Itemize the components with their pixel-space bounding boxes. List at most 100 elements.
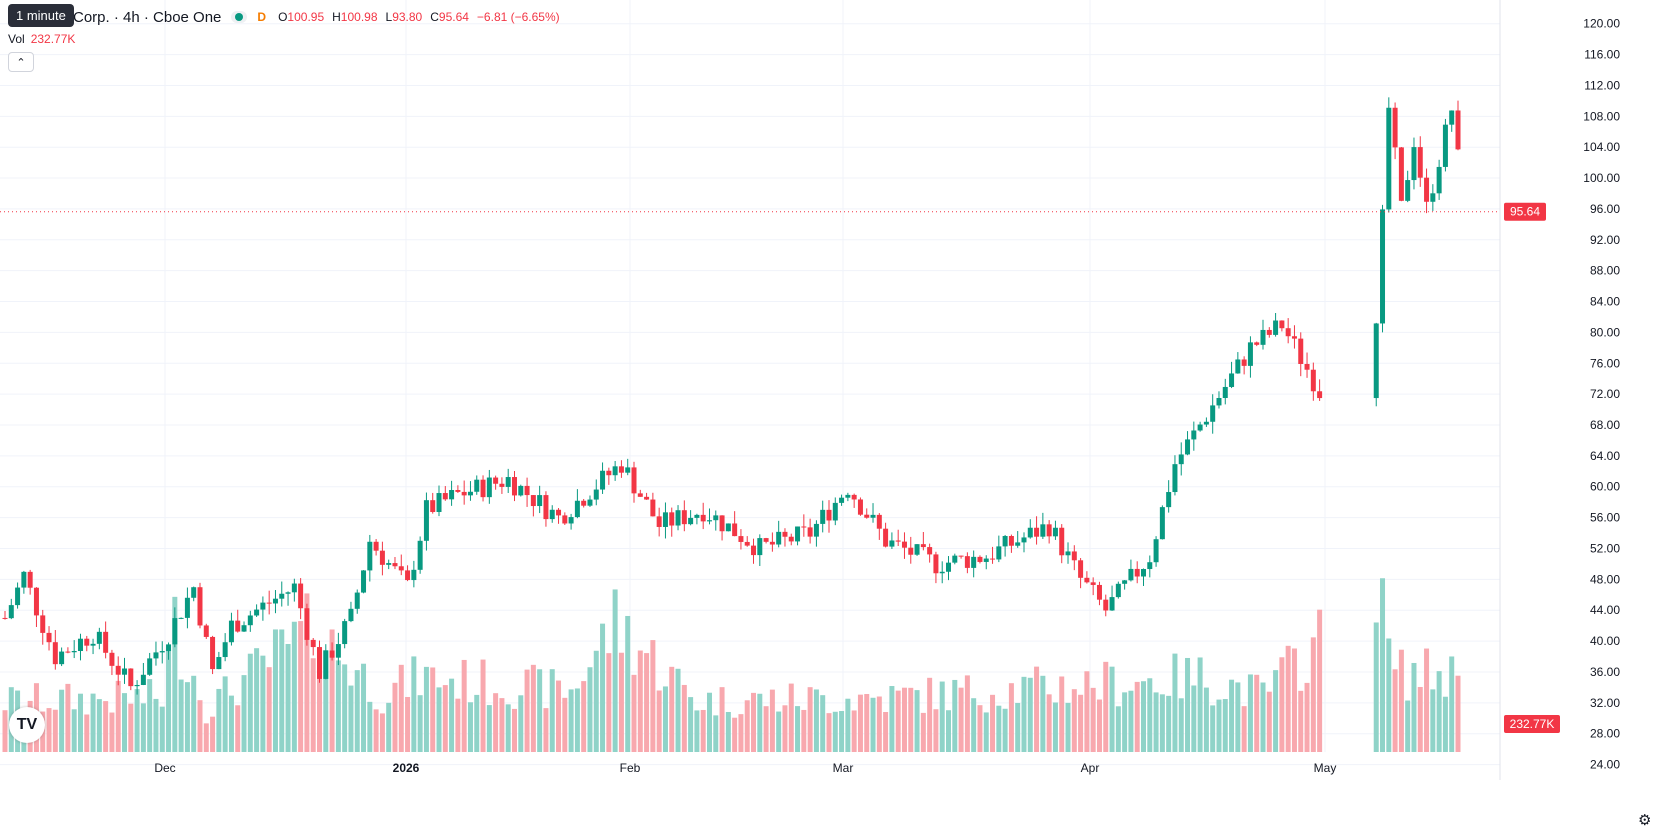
candle-body	[662, 512, 668, 527]
candle-body	[1128, 568, 1134, 581]
volume-bar	[990, 694, 996, 752]
chevron-up-icon: ⌃	[16, 56, 26, 69]
candle-body	[744, 541, 750, 546]
volume-bar	[776, 711, 782, 752]
volume-bar	[744, 700, 750, 752]
volume-bar	[1203, 687, 1209, 752]
candle-body	[323, 650, 329, 679]
volume-bar	[1046, 694, 1052, 752]
volume-bar	[122, 693, 128, 752]
volume-bar	[738, 714, 744, 752]
volume-bar	[1273, 670, 1279, 752]
price-tick-label: 112.00	[1584, 78, 1620, 92]
candle-body	[1386, 107, 1392, 210]
volume-bar	[644, 653, 650, 752]
volume-bar	[1241, 706, 1247, 752]
candle-body	[128, 668, 134, 687]
collapse-legend-button[interactable]: ⌃	[8, 52, 34, 72]
candle-body	[1304, 363, 1310, 370]
market-status-badge[interactable]	[231, 11, 248, 23]
volume-bar	[1266, 691, 1272, 752]
candle-body	[1046, 524, 1052, 537]
volume-bar	[826, 713, 832, 752]
volume-bar	[895, 690, 901, 752]
last-price-box	[1504, 202, 1546, 221]
candle-body	[675, 510, 681, 526]
price-tick-label: 64.00	[1590, 449, 1620, 463]
candle-body	[1153, 539, 1159, 563]
volume-bar	[1172, 653, 1178, 752]
candlestick-series	[2, 97, 1461, 695]
volume-bar	[505, 704, 511, 752]
gear-icon[interactable]: ⚙	[1638, 812, 1652, 829]
candle-body	[1078, 560, 1084, 578]
volume-bar	[279, 629, 285, 752]
candle-body	[159, 651, 165, 653]
candle-body	[971, 556, 977, 568]
candle-body	[549, 509, 555, 520]
tradingview-logo-icon[interactable]: TV	[9, 707, 45, 743]
high-value: H100.98	[332, 10, 378, 24]
volume-bar	[1298, 690, 1304, 752]
volume-bar	[77, 693, 83, 752]
price-tick-label: 120.00	[1583, 17, 1620, 31]
volume-bar	[1373, 622, 1379, 752]
candle-body	[1122, 580, 1128, 584]
candle-body	[725, 523, 731, 532]
candle-body	[266, 602, 272, 604]
candle-body	[398, 566, 404, 571]
volume-bar	[524, 669, 530, 752]
volume-bar	[260, 655, 266, 752]
candle-body	[1455, 110, 1461, 150]
candle-body	[1317, 391, 1323, 399]
candle-body	[84, 638, 90, 646]
data-badge[interactable]: D	[257, 10, 267, 24]
candle-body	[782, 531, 788, 537]
volume-bar	[732, 717, 738, 752]
volume-bar	[1147, 678, 1153, 752]
price-tick-label: 68.00	[1590, 418, 1620, 432]
volume-bar	[713, 715, 719, 752]
candle-body	[1052, 527, 1058, 537]
candle-body	[235, 620, 241, 632]
volume-bar	[184, 682, 190, 752]
volume-bar	[52, 709, 58, 752]
candle-body	[147, 658, 153, 675]
candle-body	[386, 563, 392, 565]
candle-body	[839, 497, 845, 503]
volume-bar	[140, 703, 146, 752]
candle-body	[700, 514, 706, 522]
candle-body	[1411, 147, 1417, 181]
time-tick-label: Dec	[154, 761, 175, 775]
volume-bar	[751, 692, 757, 752]
volume-bar	[65, 683, 71, 752]
symbol-title[interactable]: Corp. · 4h · Cboe One	[73, 8, 222, 26]
candle-body	[1392, 107, 1398, 148]
volume-bar	[335, 660, 341, 752]
candle-body	[600, 470, 606, 490]
volume-bar	[254, 648, 260, 752]
candle-body	[493, 477, 499, 484]
volume-bar	[474, 694, 480, 752]
candle-body	[851, 494, 857, 500]
candle-body	[379, 550, 385, 565]
volume-bar	[1197, 657, 1203, 752]
candle-body	[820, 509, 826, 524]
candle-body	[895, 540, 901, 542]
volume-bar	[662, 686, 668, 752]
volume-bar	[1052, 702, 1058, 752]
volume-bar	[1166, 695, 1172, 752]
volume-bar	[964, 675, 970, 752]
volume-bar	[1078, 694, 1084, 752]
candle-body	[1291, 336, 1297, 339]
candle-body	[210, 636, 216, 670]
candle-body	[442, 493, 448, 500]
volume-bar	[373, 709, 379, 752]
time-tick-label: Mar	[833, 761, 854, 775]
volume-bar	[839, 711, 845, 752]
candle-body	[467, 491, 473, 496]
candle-body	[59, 651, 65, 665]
candle-body	[952, 555, 958, 563]
volume-bar	[706, 692, 712, 752]
